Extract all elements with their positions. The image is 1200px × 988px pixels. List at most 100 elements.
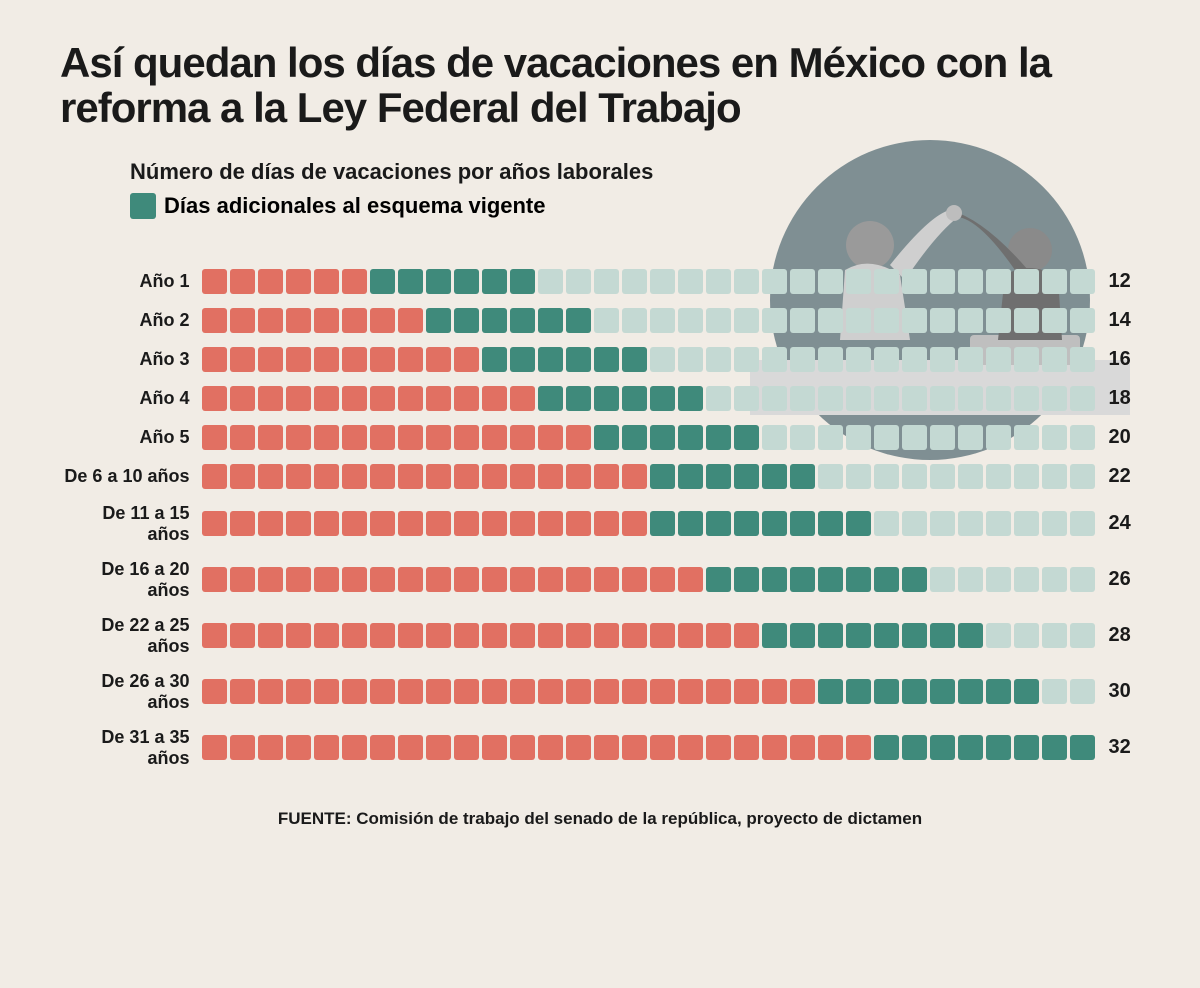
cell [538, 679, 563, 704]
cell [930, 464, 955, 489]
cell [678, 308, 703, 333]
cell [622, 425, 647, 450]
cell [650, 425, 675, 450]
cell [902, 679, 927, 704]
cell [538, 425, 563, 450]
cell [286, 511, 311, 536]
row-cells [202, 386, 1095, 411]
row-value: 30 [1095, 680, 1141, 703]
cell [706, 308, 731, 333]
cell [650, 269, 675, 294]
cell [706, 567, 731, 592]
cell [846, 679, 871, 704]
cell [286, 386, 311, 411]
cell [706, 425, 731, 450]
cell [734, 269, 759, 294]
row-cells [202, 735, 1095, 760]
cell [1070, 464, 1095, 489]
cell [342, 425, 367, 450]
cell [958, 623, 983, 648]
row-label: Año 5 [60, 427, 202, 448]
cell [342, 347, 367, 372]
cell [482, 511, 507, 536]
cell [1014, 679, 1039, 704]
cell [566, 679, 591, 704]
cell [762, 308, 787, 333]
cell [902, 386, 927, 411]
cell [1070, 347, 1095, 372]
row-label: De 31 a 35 años [60, 727, 202, 769]
cell [538, 308, 563, 333]
cell [762, 511, 787, 536]
cell [846, 308, 871, 333]
cell [258, 386, 283, 411]
cell [622, 269, 647, 294]
cell [818, 347, 843, 372]
cell [510, 347, 535, 372]
cell [706, 347, 731, 372]
cell [846, 735, 871, 760]
cell [482, 308, 507, 333]
cell [566, 511, 591, 536]
cell [258, 425, 283, 450]
cell [594, 425, 619, 450]
cell [370, 679, 395, 704]
cell [286, 623, 311, 648]
cell [454, 386, 479, 411]
cell [342, 386, 367, 411]
cell [1070, 308, 1095, 333]
cell [678, 386, 703, 411]
row-value: 20 [1095, 426, 1141, 449]
cell [1070, 269, 1095, 294]
cell [314, 623, 339, 648]
cell [650, 679, 675, 704]
cell [286, 567, 311, 592]
cell [258, 269, 283, 294]
row-label: De 6 a 10 años [60, 466, 202, 487]
cell [1014, 567, 1039, 592]
cell [1014, 511, 1039, 536]
cell [398, 511, 423, 536]
cell [202, 623, 227, 648]
cell [1014, 386, 1039, 411]
cell [986, 623, 1011, 648]
cell [1014, 269, 1039, 294]
cell [818, 269, 843, 294]
cell [566, 425, 591, 450]
row-cells [202, 623, 1095, 648]
cell [1070, 567, 1095, 592]
cell [286, 347, 311, 372]
legend-swatch [130, 193, 156, 219]
cell [566, 386, 591, 411]
row-label: De 26 a 30 años [60, 671, 202, 713]
row-cells [202, 464, 1095, 489]
row-cells [202, 308, 1095, 333]
cell [846, 464, 871, 489]
cell [790, 464, 815, 489]
cell [622, 308, 647, 333]
cell [342, 511, 367, 536]
cell [370, 623, 395, 648]
cell [734, 425, 759, 450]
cell [986, 567, 1011, 592]
chart-row: Año 418 [60, 386, 1140, 411]
row-cells [202, 511, 1095, 536]
cell [202, 464, 227, 489]
cell [426, 567, 451, 592]
cell [650, 511, 675, 536]
cell [818, 425, 843, 450]
cell [650, 567, 675, 592]
cell [426, 386, 451, 411]
cell [874, 269, 899, 294]
cell [902, 735, 927, 760]
cell [1070, 679, 1095, 704]
cell [874, 464, 899, 489]
cell [874, 735, 899, 760]
cell [398, 735, 423, 760]
cell [762, 347, 787, 372]
cell [510, 308, 535, 333]
cell [678, 623, 703, 648]
cell [594, 567, 619, 592]
cell [510, 386, 535, 411]
cell [958, 425, 983, 450]
